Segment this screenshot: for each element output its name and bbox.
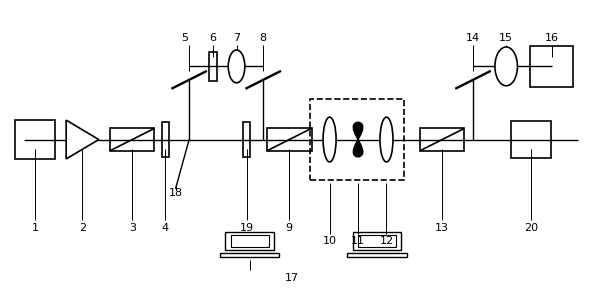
FancyBboxPatch shape bbox=[243, 122, 251, 158]
Ellipse shape bbox=[380, 117, 393, 162]
FancyBboxPatch shape bbox=[530, 46, 573, 87]
FancyBboxPatch shape bbox=[209, 52, 217, 81]
Text: 8: 8 bbox=[260, 33, 267, 43]
Text: 3: 3 bbox=[129, 223, 136, 232]
FancyBboxPatch shape bbox=[420, 128, 465, 151]
Text: 7: 7 bbox=[233, 33, 240, 43]
Polygon shape bbox=[353, 122, 363, 157]
FancyBboxPatch shape bbox=[220, 254, 279, 257]
Text: 14: 14 bbox=[466, 33, 480, 43]
FancyBboxPatch shape bbox=[110, 128, 154, 151]
Text: 1: 1 bbox=[31, 223, 39, 232]
FancyBboxPatch shape bbox=[353, 232, 402, 250]
FancyBboxPatch shape bbox=[514, 124, 548, 155]
Text: 10: 10 bbox=[323, 236, 337, 246]
Text: 13: 13 bbox=[435, 223, 449, 232]
FancyBboxPatch shape bbox=[511, 121, 551, 158]
Polygon shape bbox=[66, 120, 99, 159]
Text: 19: 19 bbox=[239, 223, 254, 232]
FancyBboxPatch shape bbox=[358, 235, 396, 247]
Text: 2: 2 bbox=[79, 223, 86, 232]
FancyBboxPatch shape bbox=[225, 232, 274, 250]
Text: 15: 15 bbox=[499, 33, 513, 43]
FancyBboxPatch shape bbox=[162, 122, 169, 158]
FancyBboxPatch shape bbox=[534, 49, 570, 84]
Text: 6: 6 bbox=[209, 33, 216, 43]
Text: 17: 17 bbox=[285, 273, 299, 283]
Text: 12: 12 bbox=[380, 236, 394, 246]
Text: 11: 11 bbox=[351, 236, 365, 246]
FancyBboxPatch shape bbox=[267, 128, 311, 151]
Text: 9: 9 bbox=[286, 223, 293, 232]
Ellipse shape bbox=[323, 117, 336, 162]
Bar bbox=[310, 99, 404, 180]
FancyBboxPatch shape bbox=[347, 254, 407, 257]
Text: 4: 4 bbox=[162, 223, 169, 232]
Text: 18: 18 bbox=[169, 188, 182, 198]
FancyBboxPatch shape bbox=[15, 120, 55, 159]
Ellipse shape bbox=[495, 47, 517, 86]
Text: 20: 20 bbox=[524, 223, 538, 232]
FancyBboxPatch shape bbox=[230, 235, 268, 247]
Text: 16: 16 bbox=[545, 33, 559, 43]
Text: 5: 5 bbox=[181, 33, 188, 43]
Ellipse shape bbox=[228, 50, 245, 83]
